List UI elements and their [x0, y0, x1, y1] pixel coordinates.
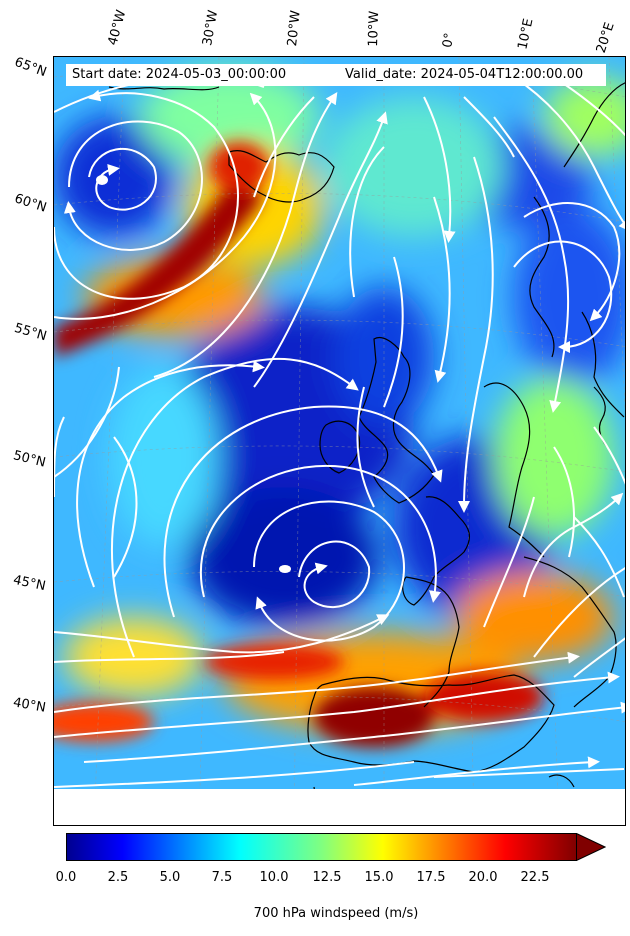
colorbar-tick: 10.0 — [259, 870, 289, 885]
colorbar-tick: 12.5 — [312, 870, 342, 885]
lon-label-0: 0° — [440, 31, 458, 49]
france-coast — [402, 496, 471, 606]
lat-label-60n: 60°N — [12, 191, 49, 216]
ireland-coast — [319, 420, 361, 474]
lat-label-40n: 40°N — [11, 695, 47, 716]
lon-label-10e: 10°E — [515, 17, 537, 52]
lon-label-40w: 40°W — [105, 8, 130, 47]
lon-label-20e: 20°E — [593, 20, 618, 55]
colorbar-tick: 5.0 — [159, 870, 181, 885]
colorbar — [66, 832, 607, 862]
low-center-west — [96, 175, 108, 185]
colorbar-tick: 0.0 — [55, 870, 77, 885]
lat-label-45n: 45°N — [11, 572, 47, 595]
colorbar-tick: 22.5 — [520, 870, 550, 885]
med-coast-east — [523, 556, 617, 708]
lon-label-20w: 20°W — [285, 9, 304, 48]
north-sea-coast — [483, 382, 545, 558]
wind-map — [53, 56, 626, 826]
valid-date-text: Valid_date: 2024-05-04T12:00:00.00 — [345, 67, 584, 82]
great-britain-coast — [358, 337, 435, 504]
wind-field-shading — [54, 67, 625, 732]
coastlines — [108, 82, 625, 825]
colorbar-tick: 2.5 — [107, 870, 129, 885]
wind-field-svg — [54, 57, 625, 825]
lon-label-30w: 30°W — [200, 9, 222, 48]
jet-streaks — [54, 142, 544, 747]
colorbar-tick: 20.0 — [468, 870, 498, 885]
colorbar-title: 700 hPa windspeed (m/s) — [253, 906, 419, 921]
colorbar-gradient — [66, 833, 577, 861]
lon-label-10w: 10°W — [366, 10, 383, 47]
colorbar-tick: 17.5 — [416, 870, 446, 885]
iceland-coast — [228, 150, 335, 203]
lat-label-50n: 50°N — [11, 448, 48, 471]
lat-label-65n: 65°N — [12, 54, 49, 81]
lat-label-55n: 55°N — [12, 320, 49, 345]
biscay-coast — [405, 576, 460, 708]
date-info-box: Start date: 2024-05-03_00:00:00 Valid_da… — [66, 64, 606, 86]
colorbar-extend-arrow — [576, 832, 607, 862]
low-center-biscay — [279, 565, 291, 573]
colorbar-tick: 15.0 — [364, 870, 394, 885]
colorbar-tick: 7.5 — [211, 870, 233, 885]
scandinavia-coast-west — [529, 196, 555, 358]
iberia-coast — [307, 674, 555, 773]
start-date-text: Start date: 2024-05-03_00:00:00 — [72, 67, 287, 82]
streamlines — [54, 74, 625, 788]
colorbar-svg — [66, 832, 607, 862]
no-data-region — [54, 789, 625, 825]
